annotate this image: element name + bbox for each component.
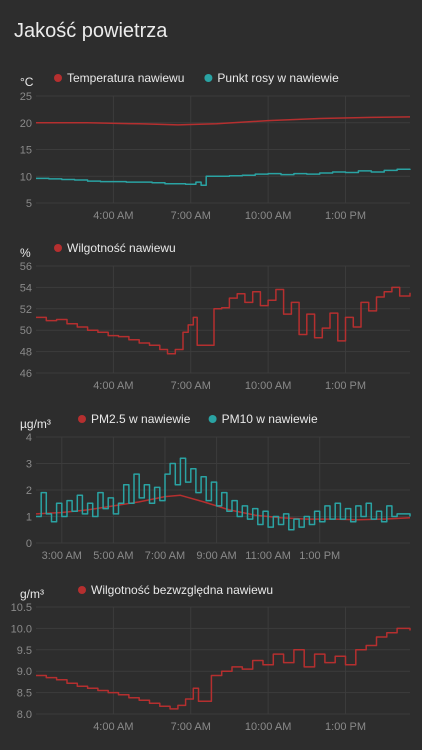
unit-label: °C: [20, 75, 34, 89]
y-tick-label: 0: [26, 538, 32, 550]
y-tick-label: 20: [20, 118, 32, 130]
series-line[interactable]: [36, 286, 411, 355]
x-tick-label: 1:00 PM: [299, 550, 340, 562]
legend-label[interactable]: PM10 w nawiewie: [222, 412, 318, 426]
legend-label[interactable]: Wilgotność nawiewu: [67, 241, 176, 255]
x-tick-label: 10:00 AM: [245, 210, 291, 222]
y-tick-label: 25: [20, 91, 32, 103]
y-tick-label: 9.0: [17, 666, 32, 678]
legend-swatch: [78, 415, 86, 423]
chart-particulate-matter[interactable]: 0 1 2 3 4 3:00 AM 5:00 AM 7:00 AM 9:00 AM 11:00 A…: [20, 412, 411, 562]
x-tick-label: 7:00 AM: [171, 721, 211, 733]
series-line[interactable]: [36, 627, 411, 710]
x-tick-label: 1:00 PM: [325, 380, 366, 392]
chart-supply-humidity[interactable]: 46 48 50 52 54 56 4:00 AM 7:00 AM 10:00 AM 1:00 P…: [20, 241, 411, 392]
y-tick-label: 2: [26, 485, 32, 497]
legend-swatch: [204, 74, 213, 82]
x-tick-label: 7:00 AM: [145, 550, 185, 562]
series-line[interactable]: [36, 168, 411, 187]
legend-swatch: [208, 415, 217, 423]
series-line[interactable]: [36, 457, 411, 531]
y-tick-label: 54: [20, 282, 32, 294]
x-tick-label: 4:00 AM: [93, 380, 133, 392]
legend-swatch: [78, 586, 86, 594]
y-tick-label: 8.0: [17, 709, 32, 721]
y-tick-label: 3: [26, 459, 32, 471]
y-tick-label: 10.5: [11, 602, 32, 614]
unit-label: µg/m³: [20, 417, 51, 431]
y-tick-label: 5: [26, 198, 32, 210]
y-tick-label: 50: [20, 325, 32, 337]
y-tick-label: 4: [26, 432, 32, 444]
x-tick-label: 5:00 AM: [93, 550, 133, 562]
y-tick-label: 10.0: [11, 623, 32, 635]
x-tick-label: 10:00 AM: [245, 380, 291, 392]
card-title: Jakość powietrza: [14, 20, 168, 42]
y-tick-label: 8.5: [17, 688, 32, 700]
x-tick-label: 9:00 AM: [196, 550, 236, 562]
unit-label: %: [20, 246, 31, 260]
x-tick-label: 11:00 AM: [245, 550, 291, 562]
y-tick-label: 1: [26, 512, 32, 524]
y-tick-label: 15: [20, 145, 32, 157]
y-tick-label: 56: [20, 261, 32, 273]
x-tick-label: 10:00 AM: [245, 721, 291, 733]
y-tick-label: 9.5: [17, 645, 32, 657]
y-tick-label: 52: [20, 304, 32, 316]
x-tick-label: 4:00 AM: [93, 721, 133, 733]
unit-label: g/m³: [20, 587, 44, 601]
series-line[interactable]: [36, 116, 411, 126]
x-tick-label: 1:00 PM: [325, 721, 366, 733]
legend-label[interactable]: Punkt rosy w nawiewie: [217, 71, 339, 85]
legend-label[interactable]: Temperatura nawiewu: [67, 71, 184, 85]
y-tick-label: 48: [20, 347, 32, 359]
x-tick-label: 3:00 AM: [42, 550, 82, 562]
y-tick-label: 46: [20, 368, 32, 380]
legend-label[interactable]: PM2.5 w nawiewie: [91, 412, 191, 426]
x-tick-label: 1:00 PM: [325, 210, 366, 222]
y-tick-label: 10: [20, 171, 32, 183]
x-tick-label: 7:00 AM: [171, 210, 211, 222]
chart-absolute-humidity[interactable]: 8.0 8.5 9.0 9.5 10.0 10.5 4:00 AM 7:00 AM 10:00 …: [11, 583, 411, 733]
x-tick-label: 4:00 AM: [93, 210, 133, 222]
legend-label[interactable]: Wilgotność bezwzględna nawiewu: [91, 583, 273, 597]
legend-swatch: [54, 74, 62, 82]
x-tick-label: 7:00 AM: [171, 380, 211, 392]
legend-swatch: [54, 244, 62, 252]
chart-supply-temperature[interactable]: 5 10 15 20 25 4:00 AM 7:00 AM 10:00 AM 1:00 PM °C…: [20, 71, 411, 222]
